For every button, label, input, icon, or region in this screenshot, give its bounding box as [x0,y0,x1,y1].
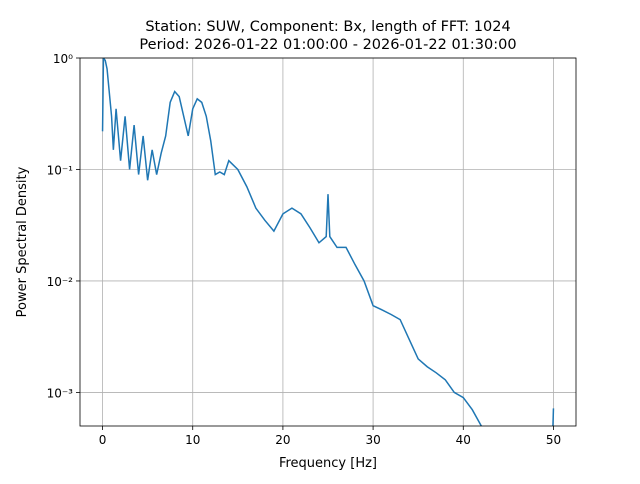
x-tick-label: 0 [99,433,107,447]
plot-frame [79,57,577,427]
x-tick-label: 10 [185,433,200,447]
y-tick-label: 10⁻¹ [47,163,74,177]
y-tick-label: 10⁰ [53,52,73,66]
y-tick-label: 10⁻² [47,275,74,289]
x-tick-label: 50 [546,433,561,447]
line-series [101,58,555,426]
x-tick-label: 30 [365,433,380,447]
chart-subtitle: Period: 2026-01-22 01:00:00 - 2026-01-22… [139,37,516,53]
x-axis-label: Frequency [Hz] [279,456,377,471]
y-axis-label: Power Spectral Density [15,166,30,317]
y-tick-label: 10⁻³ [47,386,74,400]
x-tick-label: 40 [456,433,471,447]
x-tick-label: 20 [275,433,290,447]
chart-title: Station: SUW, Component: Bx, length of F… [145,19,510,35]
